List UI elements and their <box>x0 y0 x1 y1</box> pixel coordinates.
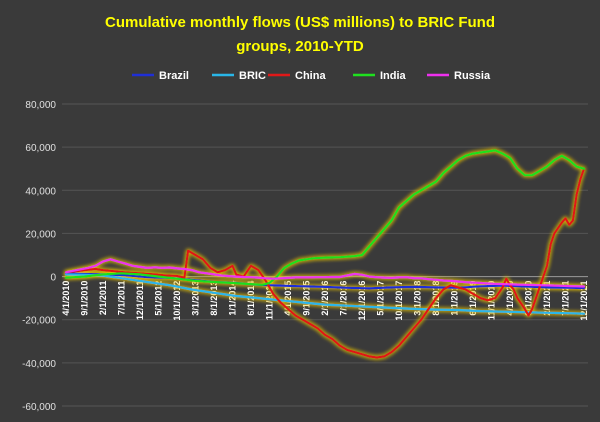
x-tick-label: 4/1/2015 <box>283 281 293 316</box>
legend-label-india: India <box>380 70 407 82</box>
x-tick-label: 4/1/2010 <box>61 281 71 316</box>
chart-title-line-2: groups, 2010-YTD <box>236 38 364 55</box>
legend-label-china: China <box>295 70 326 82</box>
y-tick-label: -40,000 <box>22 359 56 370</box>
series-line-india <box>64 149 586 286</box>
x-tick-label: 3/1/2018 <box>413 281 423 316</box>
legend-label-brazil: Brazil <box>159 70 189 82</box>
y-tick-label: 20,000 <box>25 229 56 240</box>
x-tick-label: 2/1/2021 <box>542 281 552 316</box>
x-tick-label: 10/1/2012 <box>172 281 182 321</box>
x-tick-label: 7/1/2016 <box>339 281 349 316</box>
y-tick-label: 0 <box>50 273 56 284</box>
x-tick-label: 4/1/2020 <box>505 281 515 316</box>
x-tick-label: 7/1/2011 <box>117 281 127 316</box>
x-tick-label: 2/1/2011 <box>98 281 108 316</box>
y-tick-label: -60,000 <box>22 402 56 413</box>
y-axis-tick-labels: 80,000 60,000 40,000 20,000 0 -20,000 -40,000 -… <box>22 100 56 413</box>
x-tick-label: 1/1/2019 <box>450 281 460 316</box>
x-tick-label: 5/1/2012 <box>154 281 164 316</box>
series-lines <box>64 149 586 359</box>
x-tick-label: 11/1/2014 <box>265 281 275 321</box>
x-tick-label: 10/1/2017 <box>394 281 404 321</box>
x-tick-label: 6/1/2019 <box>468 281 478 316</box>
x-tick-label: 5/1/2017 <box>376 281 386 316</box>
legend: Brazil BRIC China India Russia <box>132 70 491 82</box>
legend-label-russia: Russia <box>454 70 491 82</box>
y-tick-label: 60,000 <box>25 143 56 154</box>
series-line-russia <box>64 258 586 288</box>
x-tick-label: 9/1/2020 <box>524 281 534 316</box>
x-tick-label: 1/1/2014 <box>228 281 238 316</box>
y-tick-label: -20,000 <box>22 316 56 327</box>
series-line-china <box>64 167 586 359</box>
x-tick-label: 12/1/2021 <box>579 281 589 321</box>
chart-title-line-1: Cumulative monthly flows (US$ millions) … <box>105 14 495 31</box>
legend-label-bric: BRIC <box>239 70 266 82</box>
x-tick-label: 2/1/2016 <box>320 281 330 316</box>
x-tick-label: 12/1/2011 <box>135 281 145 321</box>
y-tick-label: 40,000 <box>25 186 56 197</box>
x-tick-label: 9/1/2010 <box>80 281 90 316</box>
y-tick-label: 80,000 <box>25 100 56 111</box>
x-tick-label: 8/1/2013 <box>209 281 219 316</box>
x-tick-label: 3/1/2013 <box>191 281 201 316</box>
x-tick-label: 12/1/2016 <box>357 281 367 321</box>
series-line-bric <box>64 273 586 315</box>
x-tick-label: 7/1/2021 <box>561 281 571 316</box>
x-tick-label: 9/1/2015 <box>302 281 312 316</box>
